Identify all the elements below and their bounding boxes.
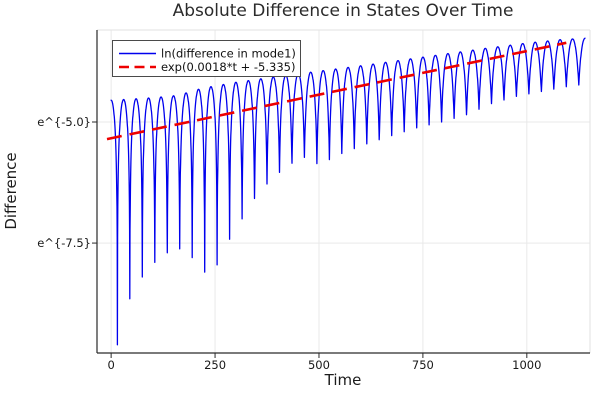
- x-axis-label: Time: [324, 371, 362, 389]
- x-tick-label-250: 250: [204, 358, 226, 372]
- y-tick-label-e-5: e^{-5.0}: [37, 115, 91, 129]
- tick-marks: [92, 121, 528, 358]
- legend-entry-red-label: exp(0.0018*t + -5.335): [161, 60, 295, 74]
- blue-series-line: [110, 37, 586, 346]
- legend-entry-blue-label: ln(difference in mode1): [161, 47, 296, 61]
- x-tick-label-500: 500: [308, 358, 330, 372]
- x-tick-label-1000: 1000: [512, 358, 541, 372]
- axes-frame: [96, 29, 591, 354]
- y-axis-label: Difference: [2, 152, 20, 229]
- y-tick-label-e-7-5: e^{-7.5}: [37, 236, 91, 250]
- x-tick-label-0: 0: [107, 358, 114, 372]
- x-tick-label-750: 750: [412, 358, 434, 372]
- legend-box: [112, 40, 301, 77]
- legend: ln(difference in mode1) exp(0.0018*t + -…: [112, 40, 301, 77]
- chart-title: Absolute Difference in States Over Time: [173, 1, 514, 21]
- red-fit-dashed-line: [106, 41, 567, 141]
